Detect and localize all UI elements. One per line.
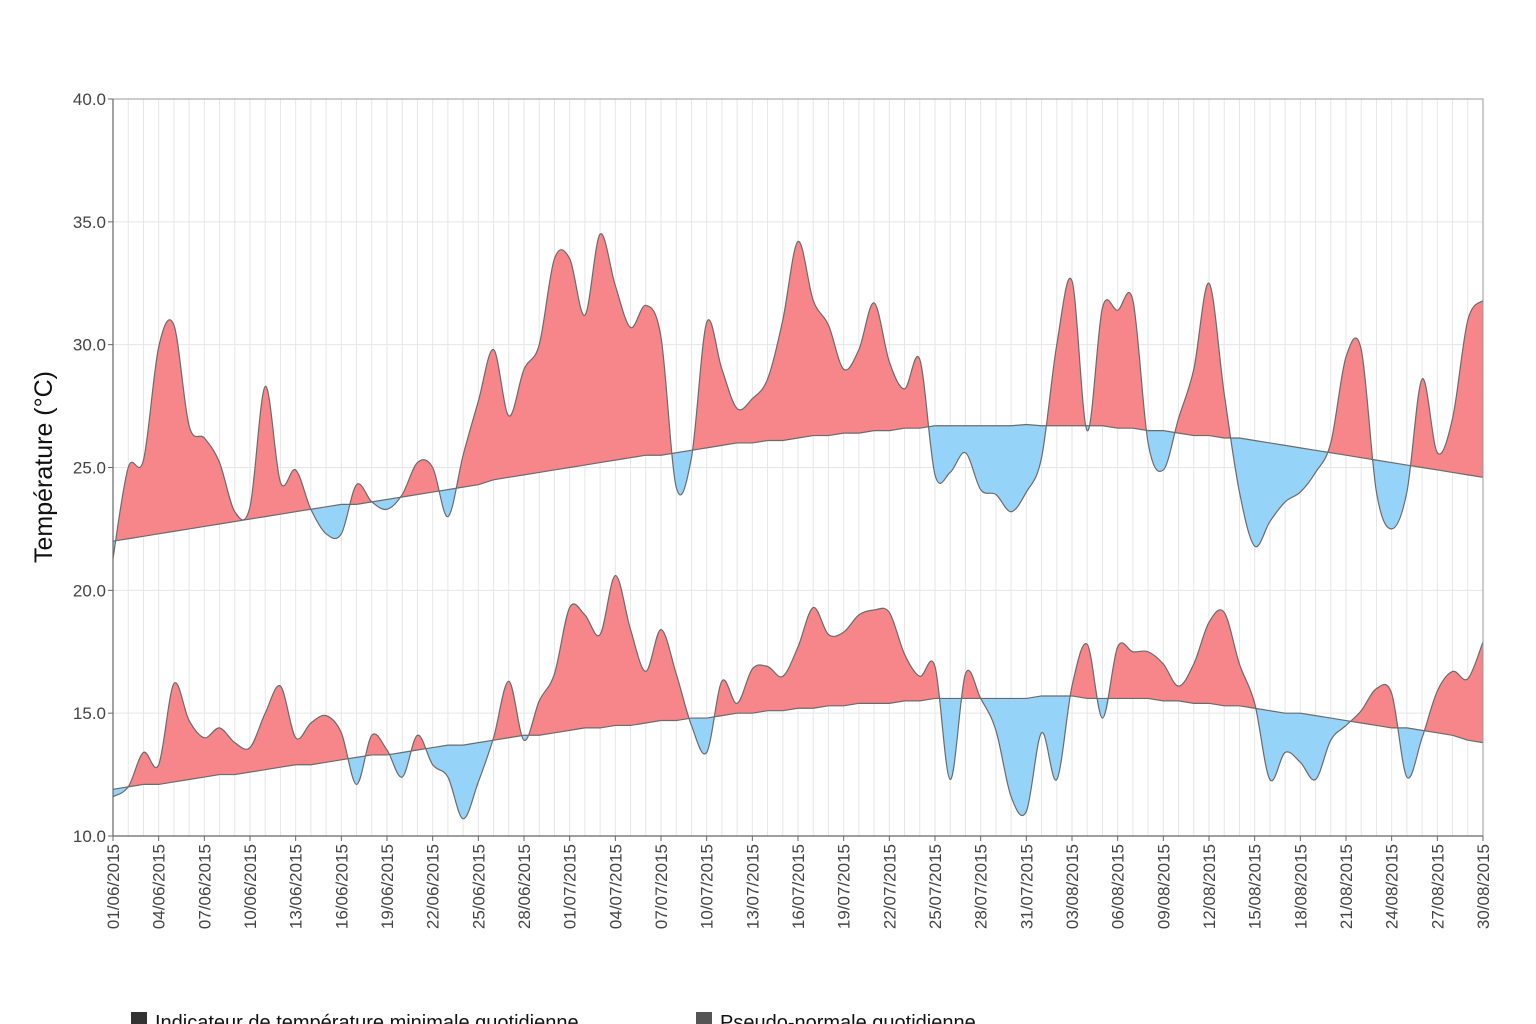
x-tick-label: 31/07/2015 — [1017, 844, 1036, 929]
x-tick-label: 06/08/2015 — [1109, 844, 1128, 929]
x-tick-label: 10/06/2015 — [241, 844, 260, 929]
y-tick-label: 35.0 — [73, 213, 106, 232]
x-tick-label: 18/08/2015 — [1291, 844, 1310, 929]
x-tick-label: 12/08/2015 — [1200, 844, 1219, 929]
indicator-line-1 — [112, 574, 1484, 820]
x-tick-label: 22/07/2015 — [880, 844, 899, 929]
indicator-line-0 — [112, 233, 1484, 559]
legend: Indicateur de température minimale quoti… — [131, 1012, 976, 1024]
x-tick-label: 25/07/2015 — [926, 844, 945, 929]
x-tick-label: 15/08/2015 — [1246, 844, 1265, 929]
x-tick-label: 30/08/2015 — [1474, 844, 1493, 929]
x-tick-label: 04/07/2015 — [606, 844, 625, 929]
y-tick-label: 20.0 — [73, 581, 106, 600]
x-tick-label: 10/07/2015 — [698, 844, 717, 929]
legend-label-normal: Pseudo-normale quotidienne — [720, 1012, 976, 1024]
x-tick-label: 16/06/2015 — [332, 844, 351, 929]
x-tick-label: 21/08/2015 — [1337, 844, 1356, 929]
x-tick-label: 19/07/2015 — [835, 844, 854, 929]
x-tick-label: 07/06/2015 — [195, 844, 214, 929]
x-tick-label: 25/06/2015 — [469, 844, 488, 929]
y-tick-label: 15.0 — [73, 704, 106, 723]
x-tick-label: 24/08/2015 — [1383, 844, 1402, 929]
x-tick-label: 01/06/2015 — [104, 844, 123, 929]
x-tick-label: 16/07/2015 — [789, 844, 808, 929]
axes: 10.0 15.0 20.0 25.0 30.0 35.0 40.0 01/06/2015 04… — [73, 90, 1493, 929]
normal-line-1 — [112, 695, 1484, 790]
x-tick-label: 22/06/2015 — [424, 844, 443, 929]
x-tick-label: 04/06/2015 — [150, 844, 169, 929]
x-tick-label: 28/06/2015 — [515, 844, 534, 929]
legend-swatch-normal — [696, 1012, 712, 1024]
area-above-normal-0 — [113, 234, 1483, 542]
legend-swatch-indicator — [131, 1012, 147, 1024]
x-tick-label: 07/07/2015 — [652, 844, 671, 929]
x-tick-label: 03/08/2015 — [1063, 844, 1082, 929]
x-tick-label: 13/06/2015 — [287, 844, 306, 929]
y-tick-label: 40.0 — [73, 90, 106, 109]
x-tick-label: 28/07/2015 — [972, 844, 991, 929]
areas — [112, 233, 1484, 820]
legend-label-indicator: Indicateur de température minimale quoti… — [155, 1012, 579, 1024]
x-tick-label: 19/06/2015 — [378, 844, 397, 929]
y-axis-label: Température (°C) — [30, 371, 58, 563]
x-tick-label: 01/07/2015 — [561, 844, 580, 929]
y-tick-label: 10.0 — [73, 827, 106, 846]
x-tick-label: 13/07/2015 — [743, 844, 762, 929]
normal-line-0 — [112, 423, 1484, 542]
x-tick-label: 27/08/2015 — [1428, 844, 1447, 929]
y-tick-label: 25.0 — [73, 459, 106, 478]
y-tick-label: 30.0 — [73, 336, 106, 355]
x-tick-label: 09/08/2015 — [1154, 844, 1173, 929]
